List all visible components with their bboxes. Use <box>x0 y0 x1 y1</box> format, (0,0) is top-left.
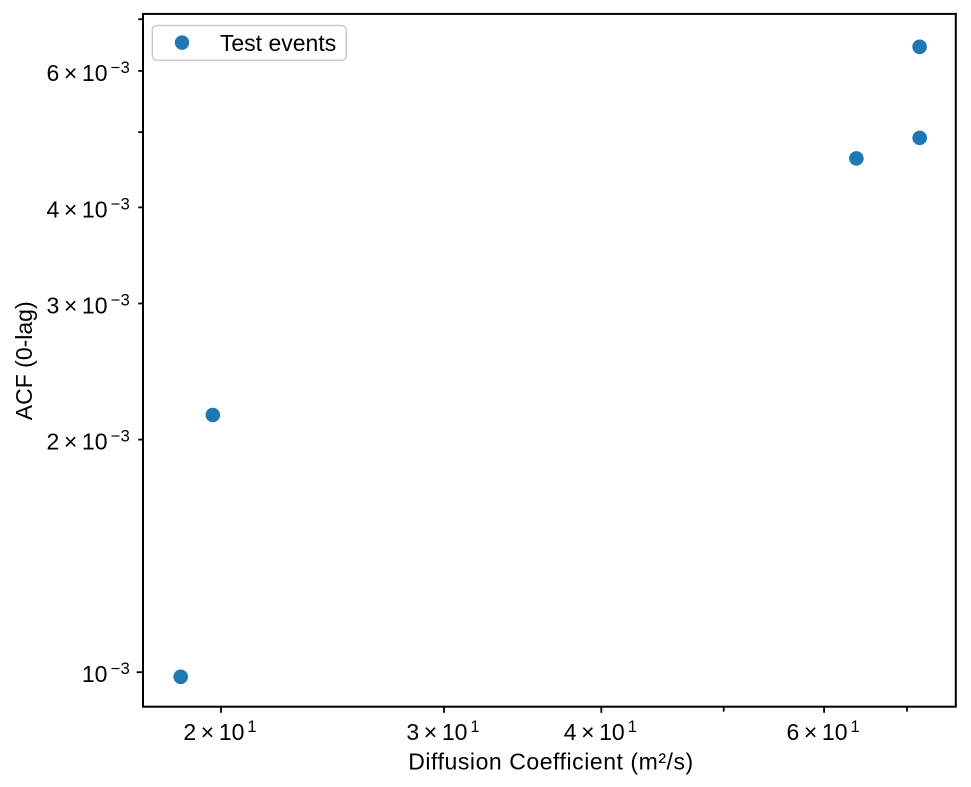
svg-text:4 × 10−3: 4 × 10 −3 <box>46 195 130 222</box>
svg-text:10−3: 10 −3 <box>82 660 130 687</box>
svg-text:2 × 101: 2 × 10 1 <box>183 718 256 745</box>
svg-text:Diffusion Coefficient (m²/s): Diffusion Coefficient (m²/s) <box>408 748 694 774</box>
svg-text:3 × 10−3: 3 × 10 −3 <box>46 291 130 318</box>
svg-text:2 × 10−3: 2 × 10 −3 <box>46 427 130 454</box>
svg-text:Test events: Test events <box>220 30 336 56</box>
svg-text:ACF (0-lag): ACF (0-lag) <box>11 301 37 420</box>
svg-text:6 × 101: 6 × 10 1 <box>786 718 859 745</box>
svg-text:3 × 101: 3 × 10 1 <box>406 718 479 745</box>
svg-text:6 × 10−3: 6 × 10 −3 <box>46 59 130 86</box>
svg-text:4 × 101: 4 × 10 1 <box>564 718 637 745</box>
